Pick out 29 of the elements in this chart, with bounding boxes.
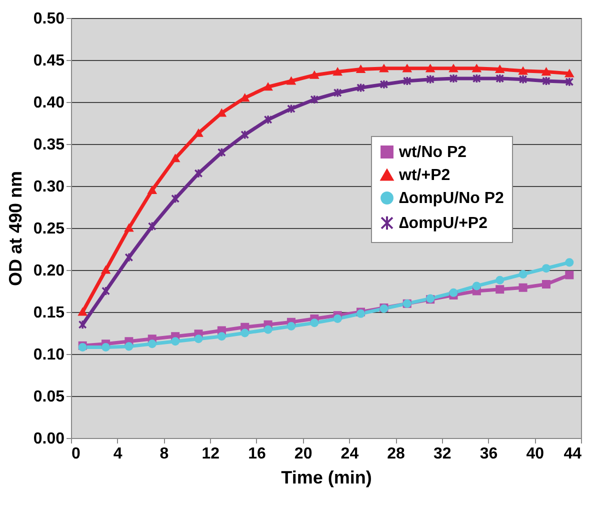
x-axis-title: Time (min) — [281, 468, 372, 488]
y-tick-label: 0.00 — [33, 430, 65, 448]
x-tick-label: 12 — [202, 446, 220, 462]
y-tick-label: 0.20 — [33, 262, 65, 280]
x-tick-label: 4 — [113, 446, 122, 462]
y-tick-label: 0.45 — [33, 52, 65, 70]
y-tick-label: 0.40 — [33, 94, 65, 112]
x-tick-label: 32 — [434, 446, 452, 462]
y-tick-label: 0.10 — [33, 346, 65, 364]
y-tick-label: 0.35 — [33, 136, 65, 154]
x-tick-label: 24 — [340, 446, 359, 462]
x-tick-label: 40 — [526, 446, 544, 462]
y-tick-label: 0.30 — [33, 178, 65, 196]
y-tick-label: 0.50 — [33, 10, 65, 28]
x-tick-label: 8 — [160, 446, 169, 462]
x-tick-label: 0 — [72, 446, 80, 462]
legend-label: ∆ompU/+P2 — [399, 215, 488, 232]
x-tick-label: 36 — [480, 446, 498, 462]
y-tick-label: 0.05 — [33, 388, 65, 406]
x-tick-label: 44 — [564, 446, 582, 462]
legend-label: wt/No P2 — [398, 144, 467, 161]
legend-label: ∆ompU/No P2 — [399, 190, 504, 207]
y-tick-label: 0.15 — [33, 304, 65, 322]
y-tick-label: 0.25 — [33, 220, 65, 238]
x-tick-label: 20 — [294, 446, 312, 462]
x-tick-label: 16 — [248, 446, 266, 462]
y-axis-title: OD at 490 nm — [5, 170, 26, 286]
x-tick-label: 28 — [387, 446, 406, 462]
legend-label: wt/+P2 — [398, 167, 450, 184]
